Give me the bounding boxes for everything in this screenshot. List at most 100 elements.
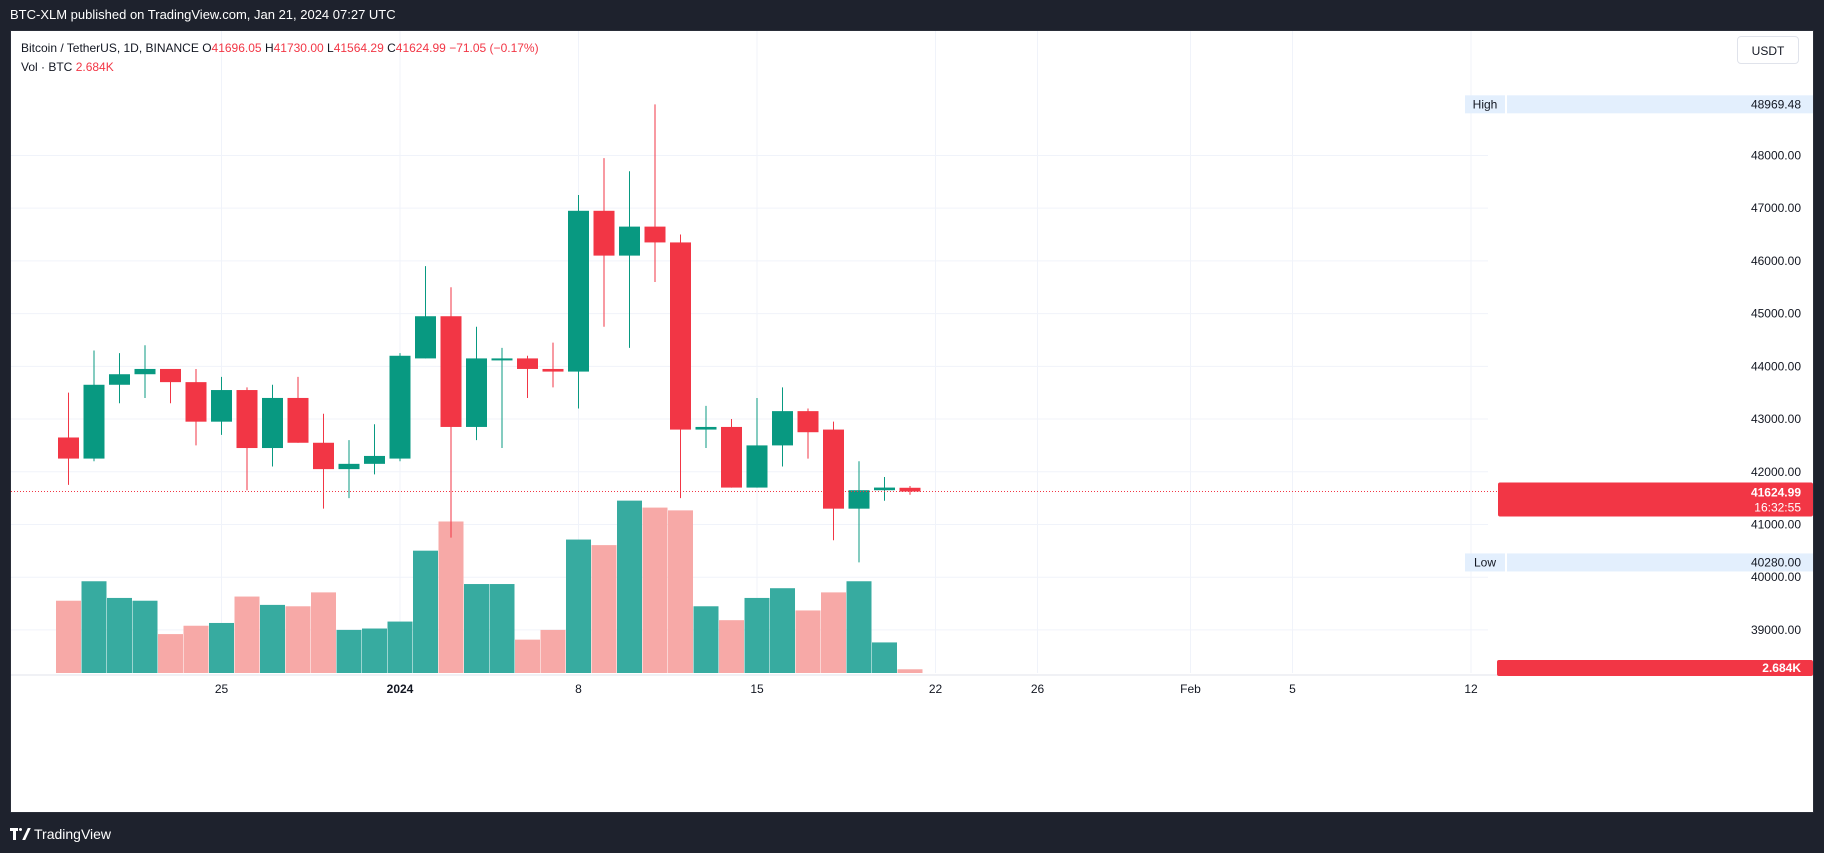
last-price-badge [1498,482,1813,517]
candle-body [58,437,79,459]
y-tick-label: 48000.00 [1751,148,1801,162]
y-tick-label: 39000.00 [1751,623,1801,637]
volume-bar [770,588,795,673]
candle-body [593,210,615,256]
volume-bar [311,592,336,673]
volume-bar [872,642,897,673]
volume-bar [693,606,719,673]
candle-body [466,358,487,427]
volume-bar [591,545,617,673]
low-label: L [327,41,334,55]
volume-bar [795,610,821,673]
x-tick-label: 22 [929,682,943,696]
volume-bar [209,622,234,673]
candle-body [721,426,742,488]
candle-body [262,397,283,449]
close-label: C [387,41,396,55]
close-value: 41624.99 [395,41,446,55]
high-label-bg [1465,95,1505,114]
candle-body [823,429,844,509]
x-tick-label: 25 [215,682,229,696]
volume-badge-value: 2.684K [1762,661,1801,675]
volume-bar [362,628,387,673]
chart-legend: Bitcoin / TetherUS, 1D, BINANCE O41696.0… [21,39,539,77]
volume-bar [540,629,566,673]
candle-body [695,426,717,430]
volume-bar [285,606,311,673]
x-tick-label: 5 [1289,682,1296,696]
candle-body [517,358,538,369]
x-tick-label: 2024 [387,682,414,696]
candle-body [670,242,691,430]
chart-area[interactable]: 48000.00 47000.00 46000.00 45000.00 44000.00… [10,30,1814,813]
bar-countdown: 16:32:55 [1754,501,1801,515]
x-tick-label: 12 [1464,682,1478,696]
low-value-text: 40280.00 [1751,555,1801,569]
y-tick-label: 45000.00 [1751,307,1801,321]
volume-bar [719,620,744,673]
volume-bar [56,600,81,673]
volume-value: 2.684K [75,60,114,74]
volume-badge [1497,660,1813,676]
candle-body [160,368,181,383]
symbol-name[interactable]: Bitcoin / TetherUS, 1D, BINANCE [21,41,199,55]
open-label: O [202,41,212,55]
volume-label[interactable]: Vol · BTC [21,60,73,74]
low-value: 41564.29 [333,41,384,55]
candle-body [542,368,564,372]
volume-bar [846,581,872,673]
candlestick-chart[interactable]: 48000.00 47000.00 46000.00 45000.00 44000.00… [11,31,1814,813]
volume-bar [897,669,923,673]
publish-header: BTC-XLM published on TradingView.com, Ja… [0,0,1824,30]
volume-bar [336,629,362,673]
candle-body [619,226,640,256]
volume-legend-row: Vol · BTC 2.684K [21,58,539,77]
volume-bar [107,597,132,673]
candle-body [797,411,819,433]
volume-bar [642,507,668,673]
candle-body [491,358,513,361]
y-tick-label: 41000.00 [1751,517,1801,531]
volume-bar [566,539,591,673]
volume-bar [438,521,464,673]
last-price-value: 41624.99 [1751,486,1801,500]
volume-bar [821,592,846,673]
volume-bar [744,597,770,673]
high-value: 41730.00 [273,41,324,55]
currency-button[interactable]: USDT [1737,36,1799,64]
candle-body [415,316,436,359]
x-tick-label: 8 [575,682,582,696]
x-tick-label: 26 [1031,682,1045,696]
candle-body [185,382,207,422]
candle-body [848,490,870,509]
candle-body [287,397,309,443]
candle-body [109,374,130,385]
brand-name: TradingView [34,826,112,842]
volume-bar [260,604,285,673]
change-value: −71.05 (−0.17%) [449,41,539,55]
footer: TradingView [0,813,1824,853]
x-tick-label: 15 [750,682,764,696]
candle-body [568,210,589,372]
volume-bar [158,634,183,673]
publish-info-text: BTC-XLM published on TradingView.com, Ja… [10,7,396,22]
candle-body [644,226,666,243]
volume-bar [515,639,540,673]
candle-body [440,316,462,427]
y-tick-label: 42000.00 [1751,465,1801,479]
candle-body [899,487,921,492]
tradingview-brand[interactable]: TradingView [10,826,111,842]
candle-body [746,445,768,488]
candle-body [364,455,385,464]
candle-body [338,463,360,470]
y-tick-label: 44000.00 [1751,359,1801,373]
high-label-text: High [1473,97,1498,111]
candle-body [313,442,334,470]
volume-bar [413,550,438,673]
candle-body [83,384,105,459]
volume-bar [183,625,209,673]
x-tick-label: Feb [1180,682,1201,696]
candle-body [211,390,232,422]
tradingview-logo-icon [10,828,31,840]
volume-bar [234,596,260,673]
